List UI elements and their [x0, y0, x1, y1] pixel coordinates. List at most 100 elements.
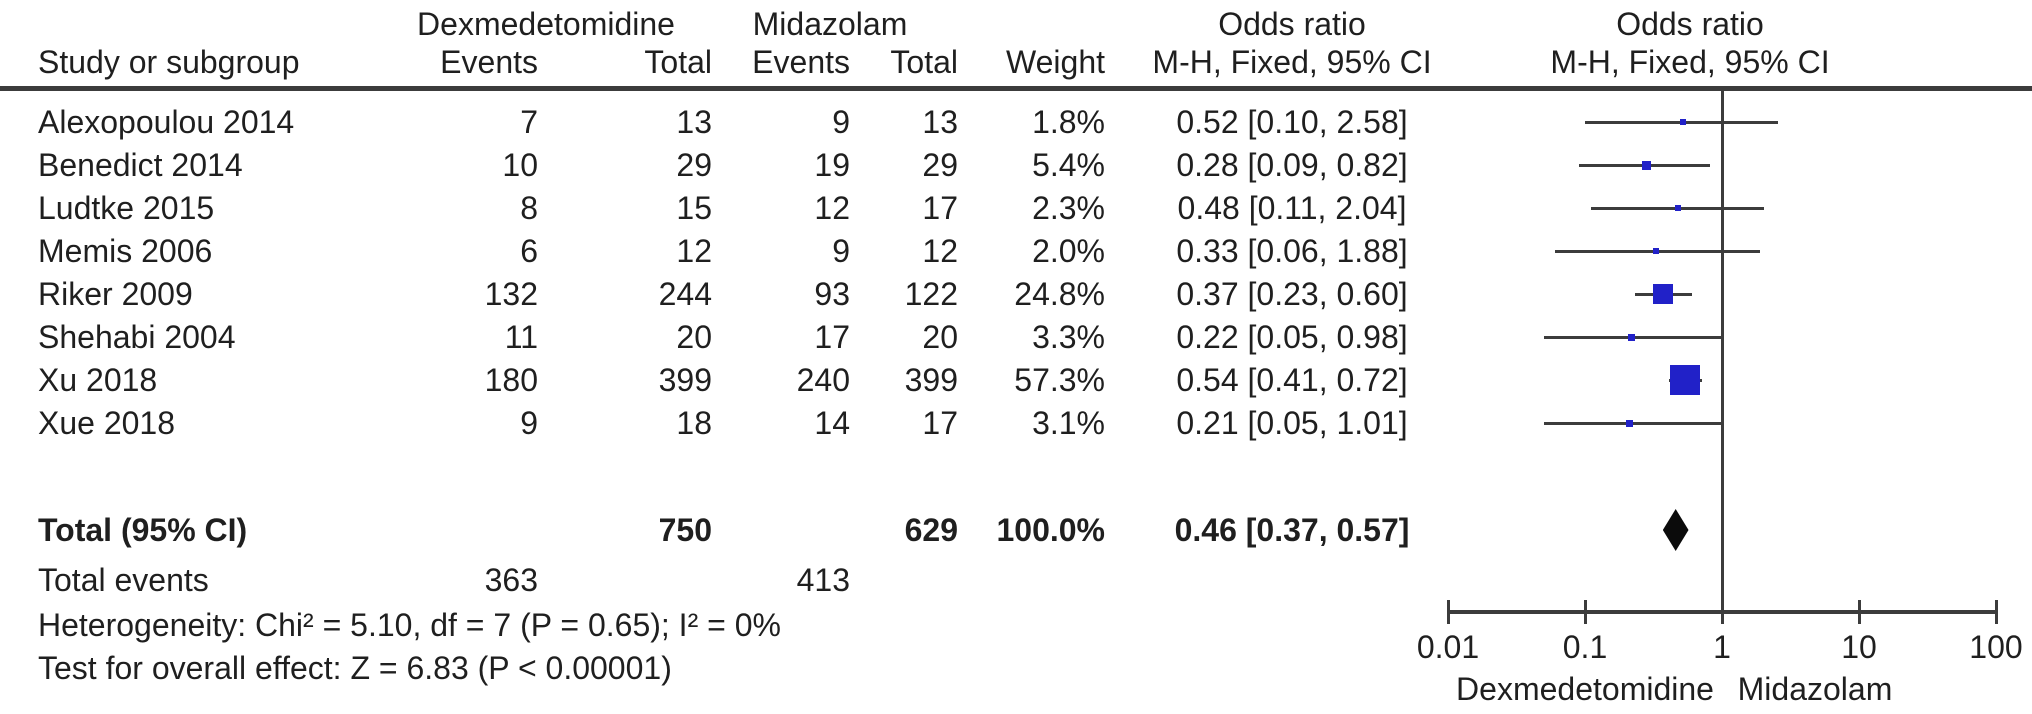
overall-effect-stat: Test for overall effect: Z = 6.83 (P < 0…	[38, 650, 672, 686]
weight-value: 3.1%	[1032, 405, 1105, 441]
dex-total: 29	[676, 147, 712, 183]
group2-header: Midazolam	[752, 6, 908, 42]
study-col-header: Study or subgroup	[38, 44, 300, 80]
mid-events-col-header: Events	[752, 44, 850, 80]
table-row: Riker 2009 132 244 93 122 24.8% 0.37 [0.…	[0, 273, 2032, 316]
mid-events: 19	[814, 147, 850, 183]
or-ci-text: 0.37 [0.23, 0.60]	[1176, 276, 1408, 312]
dex-total: 13	[676, 104, 712, 140]
no-effect-line	[1720, 91, 1724, 612]
weight-col-header: Weight	[1005, 44, 1105, 80]
mid-total: 122	[904, 276, 958, 312]
mid-events: 17	[814, 319, 850, 355]
mid-total-events: 413	[796, 562, 850, 598]
axis-tick	[1857, 600, 1861, 624]
mid-total-col-header: Total	[890, 44, 958, 80]
method-col-header-text: M-H, Fixed, 95% CI	[1152, 44, 1432, 80]
mid-events: 12	[814, 190, 850, 226]
or-ci-text: 0.48 [0.11, 2.04]	[1177, 190, 1407, 226]
mid-events: 93	[814, 276, 850, 312]
axis-tick-label: 1	[1713, 629, 1731, 665]
weight-value: 1.8%	[1032, 104, 1105, 140]
dex-events: 6	[520, 233, 538, 269]
mid-total: 13	[922, 104, 958, 140]
dex-total: 18	[676, 405, 712, 441]
header-column-row: Study or subgroup Events Total Events To…	[0, 41, 2032, 84]
header-group-row: Dexmedetomidine Midazolam Odds ratio Odd…	[0, 3, 2032, 46]
table-row: Benedict 2014 10 29 19 29 5.4% 0.28 [0.0…	[0, 144, 2032, 187]
ci-line	[1543, 421, 1723, 425]
dex-events: 11	[504, 319, 538, 355]
axis-right-label: Midazolam	[1737, 671, 1893, 707]
group1-header: Dexmedetomidine	[417, 6, 675, 42]
or-ci-text: 0.22 [0.05, 0.98]	[1176, 319, 1408, 355]
or-ci-text: 0.33 [0.06, 1.88]	[1176, 233, 1408, 269]
dex-total: 244	[658, 276, 712, 312]
mid-total: 12	[922, 233, 958, 269]
dex-events: 132	[484, 276, 538, 312]
axis-tick-label: 100	[1969, 629, 2023, 665]
effect-square	[1680, 119, 1687, 125]
study-label: Xue 2018	[38, 405, 176, 441]
dex-total: 20	[676, 319, 712, 355]
study-label: Alexopoulou 2014	[38, 104, 295, 140]
mid-grand-total: 629	[904, 512, 958, 548]
effect-square	[1641, 160, 1651, 170]
mid-total: 29	[922, 147, 958, 183]
table-row: Ludtke 2015 8 15 12 17 2.3% 0.48 [0.11, …	[0, 187, 2032, 230]
effect-square	[1653, 248, 1660, 254]
total-weight: 100.0%	[996, 512, 1105, 548]
weight-value: 3.3%	[1032, 319, 1105, 355]
weight-value: 2.0%	[1032, 233, 1105, 269]
study-label: Memis 2006	[38, 233, 213, 269]
or-ci-text: 0.21 [0.05, 1.01]	[1176, 405, 1408, 441]
effect-square	[1625, 419, 1633, 427]
dex-total: 399	[658, 362, 712, 398]
mid-events: 9	[832, 104, 850, 140]
dex-total: 15	[676, 190, 712, 226]
study-label: Ludtke 2015	[38, 190, 215, 226]
table-row: Xue 2018 9 18 14 17 3.1% 0.21 [0.05, 1.0…	[0, 402, 2032, 445]
total-label: Total (95% CI)	[38, 512, 248, 548]
or-ci-text: 0.54 [0.41, 0.72]	[1176, 362, 1408, 398]
study-label: Riker 2009	[38, 276, 193, 312]
axis-tick-label: 10	[1841, 629, 1877, 665]
weight-value: 5.4%	[1032, 147, 1105, 183]
axis-tick	[1446, 600, 1450, 624]
dex-total-col-header: Total	[644, 44, 712, 80]
or-ci-text: 0.52 [0.10, 2.58]	[1176, 104, 1408, 140]
dex-events: 180	[484, 362, 538, 398]
dex-events-col-header: Events	[440, 44, 538, 80]
dex-total-events: 363	[484, 562, 538, 598]
mid-total: 20	[922, 319, 958, 355]
axis-tick	[1583, 600, 1587, 624]
weight-value: 24.8%	[1014, 276, 1105, 312]
heterogeneity-stat: Heterogeneity: Chi² = 5.10, df = 7 (P = …	[38, 607, 781, 643]
weight-value: 57.3%	[1014, 362, 1105, 398]
table-row: Memis 2006 6 12 9 12 2.0% 0.33 [0.06, 1.…	[0, 230, 2032, 273]
odds-ratio-header-text-col: Odds ratio	[1218, 6, 1366, 42]
table-row: Xu 2018 180 399 240 399 57.3% 0.54 [0.41…	[0, 359, 2032, 402]
effect-square	[1652, 284, 1673, 304]
study-label: Benedict 2014	[38, 147, 243, 183]
mid-total: 17	[922, 190, 958, 226]
total-events-row: Total events 363 413	[0, 559, 2032, 602]
dex-events: 7	[520, 104, 538, 140]
dex-events: 10	[502, 147, 538, 183]
total-or-ci-text: 0.46 [0.37, 0.57]	[1174, 512, 1410, 548]
mid-events: 240	[796, 362, 850, 398]
method-col-header-plot: M-H, Fixed, 95% CI	[1550, 44, 1830, 80]
study-label: Shehabi 2004	[38, 319, 236, 355]
mid-total: 399	[904, 362, 958, 398]
total-row: Total (95% CI) 750 629 100.0% 0.46 [0.37…	[0, 509, 2032, 552]
dex-grand-total: 750	[658, 512, 712, 548]
table-row: Alexopoulou 2014 7 13 9 13 1.8% 0.52 [0.…	[0, 101, 2032, 144]
mid-total: 17	[922, 405, 958, 441]
total-events-label: Total events	[38, 562, 209, 598]
axis-tick-label: 0.01	[1416, 629, 1480, 665]
dex-events: 9	[520, 405, 538, 441]
or-ci-text: 0.28 [0.09, 0.82]	[1176, 147, 1408, 183]
study-label: Xu 2018	[38, 362, 158, 398]
effect-square	[1628, 333, 1636, 341]
